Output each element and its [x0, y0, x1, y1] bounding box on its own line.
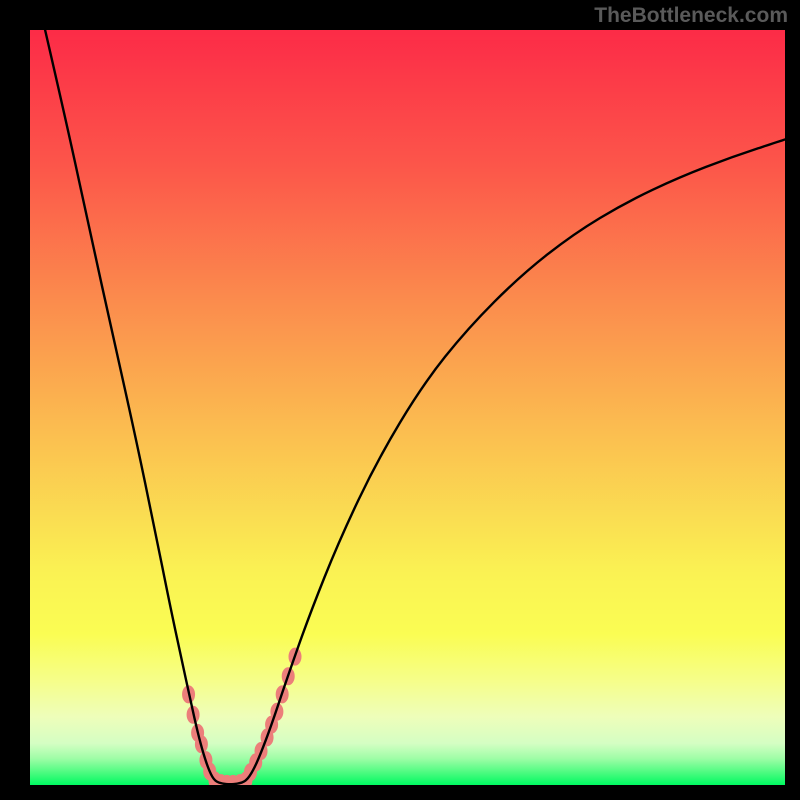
plot-area: [30, 30, 785, 785]
bottleneck-curve: [45, 30, 785, 784]
chart-overlay-svg: [30, 30, 785, 785]
markers-group: [182, 648, 301, 785]
watermark-text: TheBottleneck.com: [594, 4, 788, 28]
